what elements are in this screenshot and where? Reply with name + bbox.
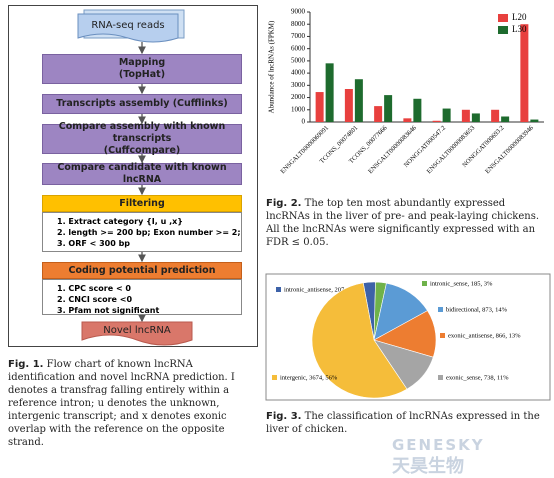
pie-slice: [311, 282, 408, 399]
caption-label: Fig. 1.: [8, 359, 44, 370]
bar: [344, 89, 353, 122]
bar: [520, 24, 529, 122]
x-tick-label: ENSGALT00000069091: [279, 125, 330, 176]
bar: [432, 120, 441, 122]
filter-items: 1. Extract category {I, u ,x} 2. length >…: [42, 212, 242, 252]
legend-label: L20: [512, 12, 527, 22]
x-tick-label: ENSGALT00000083646: [367, 124, 418, 175]
y-tick-label: 1000: [291, 105, 306, 113]
filter-header: Filtering: [42, 195, 242, 212]
coding-items: 1. CPC score < 0 2. CNCI score <0 3. Pfam …: [42, 279, 242, 315]
step-text: Compare assembly with known transcripts: [58, 121, 226, 144]
bar: [501, 116, 510, 122]
step-text: Mapping: [118, 57, 166, 68]
slice-label: intronic_sense, 185, 3%: [430, 280, 493, 287]
y-tick-label: 5000: [291, 56, 306, 64]
caption-text: The classification of lncRNAs expressed …: [266, 411, 540, 435]
caption: Fig. 2. The top ten most abundantly expr…: [266, 197, 548, 249]
step-text: Compare candidate with known lncRNA: [57, 162, 227, 185]
y-tick-label: 6000: [291, 44, 306, 52]
bar: [354, 79, 363, 122]
bar: [315, 92, 324, 122]
y-tick-label: 8000: [291, 20, 306, 28]
caption-label: Fig. 3.: [266, 411, 302, 422]
caption-label: Fig. 2.: [266, 198, 302, 209]
legend-label: L30: [512, 24, 527, 34]
coding-header: Coding potential prediction: [42, 262, 242, 279]
slice-label: exonic_antisense, 866, 13%: [448, 332, 521, 339]
step: Mapping (TopHat): [42, 54, 242, 84]
label-swatch: [272, 375, 277, 380]
legend-swatch: [498, 26, 508, 34]
legend-swatch: [498, 14, 508, 22]
y-axis-label: Abundance of lncRNAs (FPKM): [268, 20, 276, 113]
bar-chart: Abundance of lncRNAs (FPKM) 0 1000 2000 3000…: [268, 8, 544, 176]
step-text: Transcripts assembly (Cufflinks): [56, 98, 228, 109]
label-swatch: [276, 287, 281, 292]
bar: [413, 98, 422, 122]
y-tick-label: 2000: [291, 93, 306, 101]
caption: Fig. 3. The classification of lncRNAs ex…: [266, 410, 548, 436]
output-label: Novel lncRNA: [103, 325, 171, 336]
label-swatch: [438, 307, 443, 312]
slice-label: intergenic, 3674, 56%: [280, 374, 338, 381]
step: Compare assembly with known transcripts(…: [42, 121, 242, 156]
y-tick-label: 3000: [291, 81, 306, 89]
watermark: GENESKY: [392, 436, 485, 454]
figure-border: [8, 5, 258, 347]
step: Transcripts assembly (Cufflinks): [42, 94, 242, 114]
step: Compare candidate with known lncRNA: [42, 162, 242, 185]
pie-frame: [265, 273, 551, 401]
label-swatch: [422, 281, 427, 286]
bar: [442, 108, 451, 122]
pie-chart: intronic_antisense, 207, 3% intronic_sens…: [265, 273, 551, 401]
item: 2. length >= 200 bp; Exon number >= 2;: [57, 228, 241, 237]
arrows: [77, 9, 193, 346]
item: 2. CNCI score <0: [57, 295, 133, 304]
item: 1. CPC score < 0: [57, 284, 131, 293]
bar: [374, 106, 383, 122]
item: 3. Pfam not significant: [57, 306, 160, 315]
caption: Fig. 1. Flow chart of known lncRNA ident…: [8, 358, 260, 449]
caption-text: The top ten most abundantly expressed ln…: [266, 198, 540, 248]
item: 3. ORF < 300 bp: [57, 239, 131, 248]
step-text: (Cuffcompare): [103, 145, 181, 156]
slice-label: exonic_sense, 738, 11%: [446, 374, 509, 381]
y-tick-label: 7000: [291, 32, 306, 40]
slice-label: bidirectional, 873, 14%: [446, 306, 508, 313]
x-tick-label: ENSGALT00000083946: [484, 124, 535, 175]
bar: [403, 118, 412, 122]
bar: [461, 109, 470, 122]
y-tick-label: 4000: [291, 69, 306, 77]
label-swatch: [438, 375, 443, 380]
caption-text: Flow chart of known lncRNA identificatio…: [8, 359, 235, 448]
bar: [384, 95, 393, 122]
slice-label: intronic_antisense, 207, 3%: [284, 286, 357, 293]
watermark: 天昊生物: [392, 456, 464, 477]
bar: [325, 63, 334, 122]
y-tick-label: 0: [302, 118, 306, 126]
y-tick-label: 9000: [291, 8, 306, 16]
label-swatch: [440, 333, 445, 338]
bar: [491, 109, 500, 122]
bar: [530, 119, 539, 122]
step-text: (TopHat): [118, 69, 166, 80]
input-label: RNA-seq reads: [91, 20, 165, 31]
bar: [471, 113, 480, 122]
item: 1. Extract category {I, u ,x}: [57, 217, 183, 226]
